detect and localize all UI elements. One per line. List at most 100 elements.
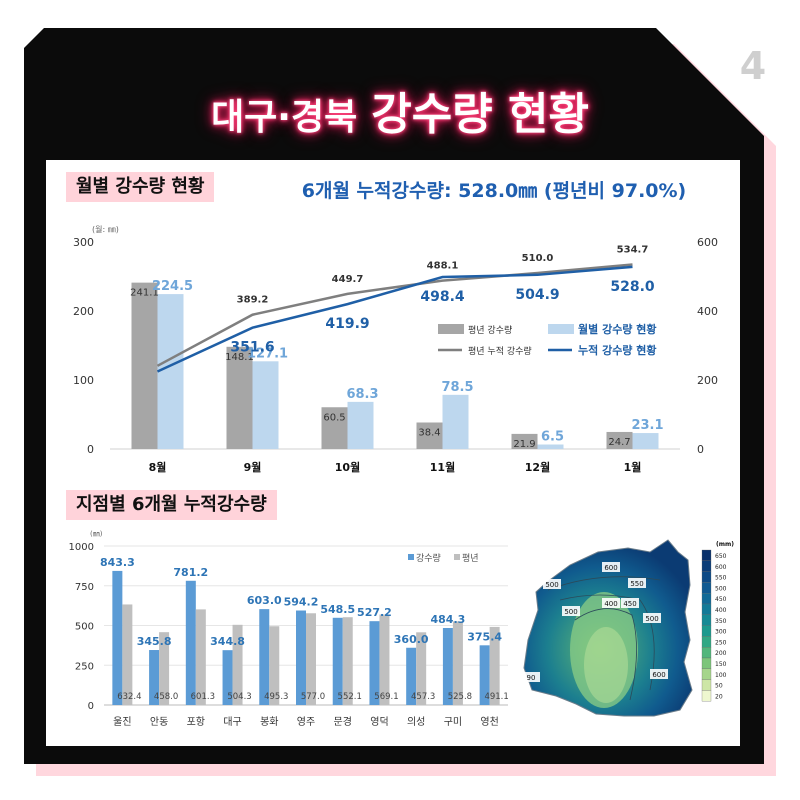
station-normal-label: 601.3 xyxy=(191,692,215,702)
line-normal-label: 534.7 xyxy=(617,245,649,256)
line-normal-cumulative xyxy=(156,263,633,367)
cumulative-summary: 6개월 누적강수량: 528.0㎜ (평년비 97.0%) xyxy=(301,180,687,202)
bar-normal xyxy=(511,433,538,449)
contour-label: 500 xyxy=(645,615,658,623)
colorbar-tick: 400 xyxy=(715,607,727,614)
y-tick-label: 500 xyxy=(75,622,94,633)
station-actual-label: 345.8 xyxy=(137,635,172,648)
bar-actual xyxy=(157,294,184,449)
bar-station-actual xyxy=(479,645,490,705)
bar-normal-label: 24.7 xyxy=(608,437,630,448)
bar-station-actual xyxy=(222,650,233,705)
bar-normal xyxy=(226,346,253,449)
contour-label-bg xyxy=(643,613,661,623)
bar-actual xyxy=(632,433,659,449)
station-normal-label: 504.3 xyxy=(227,692,251,702)
station-actual-label: 603.0 xyxy=(247,594,282,607)
colorbar-tick: 20 xyxy=(715,693,723,700)
colorbar-tick: 150 xyxy=(715,661,727,668)
y-tick-label: 1000 xyxy=(69,542,94,553)
section-station-label: 지점별 6개월 누적강수량 xyxy=(66,490,277,520)
x-tick-label: 12월 xyxy=(525,460,550,474)
contour-label: 550 xyxy=(630,580,643,588)
line-actual-label: 498.4 xyxy=(420,289,465,305)
station-normal-label: 577.0 xyxy=(301,692,325,702)
bar-station-normal xyxy=(195,609,206,705)
y-tick-label: 300 xyxy=(73,236,94,249)
contour-label-bg xyxy=(602,598,620,608)
section-monthly-label: 월별 강수량 현황 xyxy=(66,172,215,202)
bar-station-normal xyxy=(342,617,353,705)
bar-station-actual xyxy=(112,570,123,705)
line-normal-label: 488.1 xyxy=(427,261,459,272)
contour-label: 500 xyxy=(545,581,558,589)
station-normal-label: 491.1 xyxy=(484,692,508,702)
x-tick-label: 구미 xyxy=(444,716,462,728)
colorbar-tick: 200 xyxy=(715,650,727,657)
colorbar-cell xyxy=(701,582,712,594)
contour-label-bg xyxy=(650,669,668,679)
bar-normal xyxy=(416,422,443,449)
colorbar-cell xyxy=(701,657,712,669)
contour-label: 90 xyxy=(527,674,536,682)
line-normal-label: 389.2 xyxy=(237,295,269,306)
contour-label: 500 xyxy=(564,608,577,616)
colorbar-unit: (mm) xyxy=(716,541,734,548)
line-normal-label: 449.7 xyxy=(332,274,364,285)
line-normal-label: 510.0 xyxy=(522,253,554,264)
station-normal-label: 569.1 xyxy=(374,692,398,702)
y-tick-label: 0 xyxy=(87,443,94,456)
title-topic: 강수량 현황 xyxy=(371,89,589,140)
colorbar-tick: 500 xyxy=(715,585,727,592)
bar-actual xyxy=(347,401,374,449)
colorbar-cell xyxy=(701,668,712,680)
bar-actual-label: 68.3 xyxy=(346,387,378,402)
colorbar-tick: 600 xyxy=(715,564,727,571)
x-tick-label: 8월 xyxy=(149,460,167,474)
colorbar-tick: 50 xyxy=(715,683,723,690)
bar-actual-label: 23.1 xyxy=(631,418,663,433)
colorbar-tick: 250 xyxy=(715,639,727,646)
contour-label: 600 xyxy=(604,564,617,572)
bar-station-actual xyxy=(296,610,306,705)
x-tick-label: 의성 xyxy=(407,716,425,728)
bar-normal-label: 148.1 xyxy=(225,352,254,363)
contour-label: 400 xyxy=(604,600,617,608)
x-tick-label: 봉화 xyxy=(260,716,278,728)
colorbar-tick: 300 xyxy=(715,629,727,636)
y2-tick-label: 400 xyxy=(697,305,718,318)
station-actual-label: 527.2 xyxy=(357,606,392,619)
colorbar-tick: 650 xyxy=(715,553,727,560)
station-actual-label: 594.2 xyxy=(284,596,319,609)
legend-label: 평년 강수량 xyxy=(468,324,512,336)
page-number: 4 xyxy=(739,44,767,88)
station-actual-label: 344.8 xyxy=(210,635,245,648)
contour-label-bg xyxy=(602,562,620,572)
x-tick-label: 안동 xyxy=(150,716,168,728)
bar-station-normal xyxy=(122,604,133,705)
station-unit-label: (㎜) xyxy=(90,530,103,538)
monthly-unit-label: (월: ㎜) xyxy=(92,224,119,234)
line-actual-label: 351.6 xyxy=(230,340,274,356)
bar-station-actual xyxy=(259,609,270,705)
bar-actual-label: 224.5 xyxy=(152,279,193,294)
y-tick-label: 0 xyxy=(88,701,94,712)
station-normal-label: 552.1 xyxy=(338,692,362,702)
x-tick-label: 10월 xyxy=(335,460,360,474)
bar-station-actual xyxy=(406,647,417,705)
bar-actual-label: 78.5 xyxy=(441,380,473,395)
colorbar-cell xyxy=(701,593,712,605)
bar-normal-label: 60.5 xyxy=(323,412,345,423)
bar-station-normal xyxy=(269,626,280,705)
colorbar-cell xyxy=(701,614,712,626)
station-actual-label: 781.2 xyxy=(173,566,208,579)
contour-label-bg xyxy=(621,598,639,608)
x-tick-label: 영덕 xyxy=(370,716,388,728)
line-actual-cumulative xyxy=(156,265,633,373)
colorbar-tick: 100 xyxy=(715,672,727,679)
y-tick-label: 200 xyxy=(73,305,94,318)
colorbar-cell xyxy=(701,549,712,561)
contour-label-bg xyxy=(562,606,580,616)
